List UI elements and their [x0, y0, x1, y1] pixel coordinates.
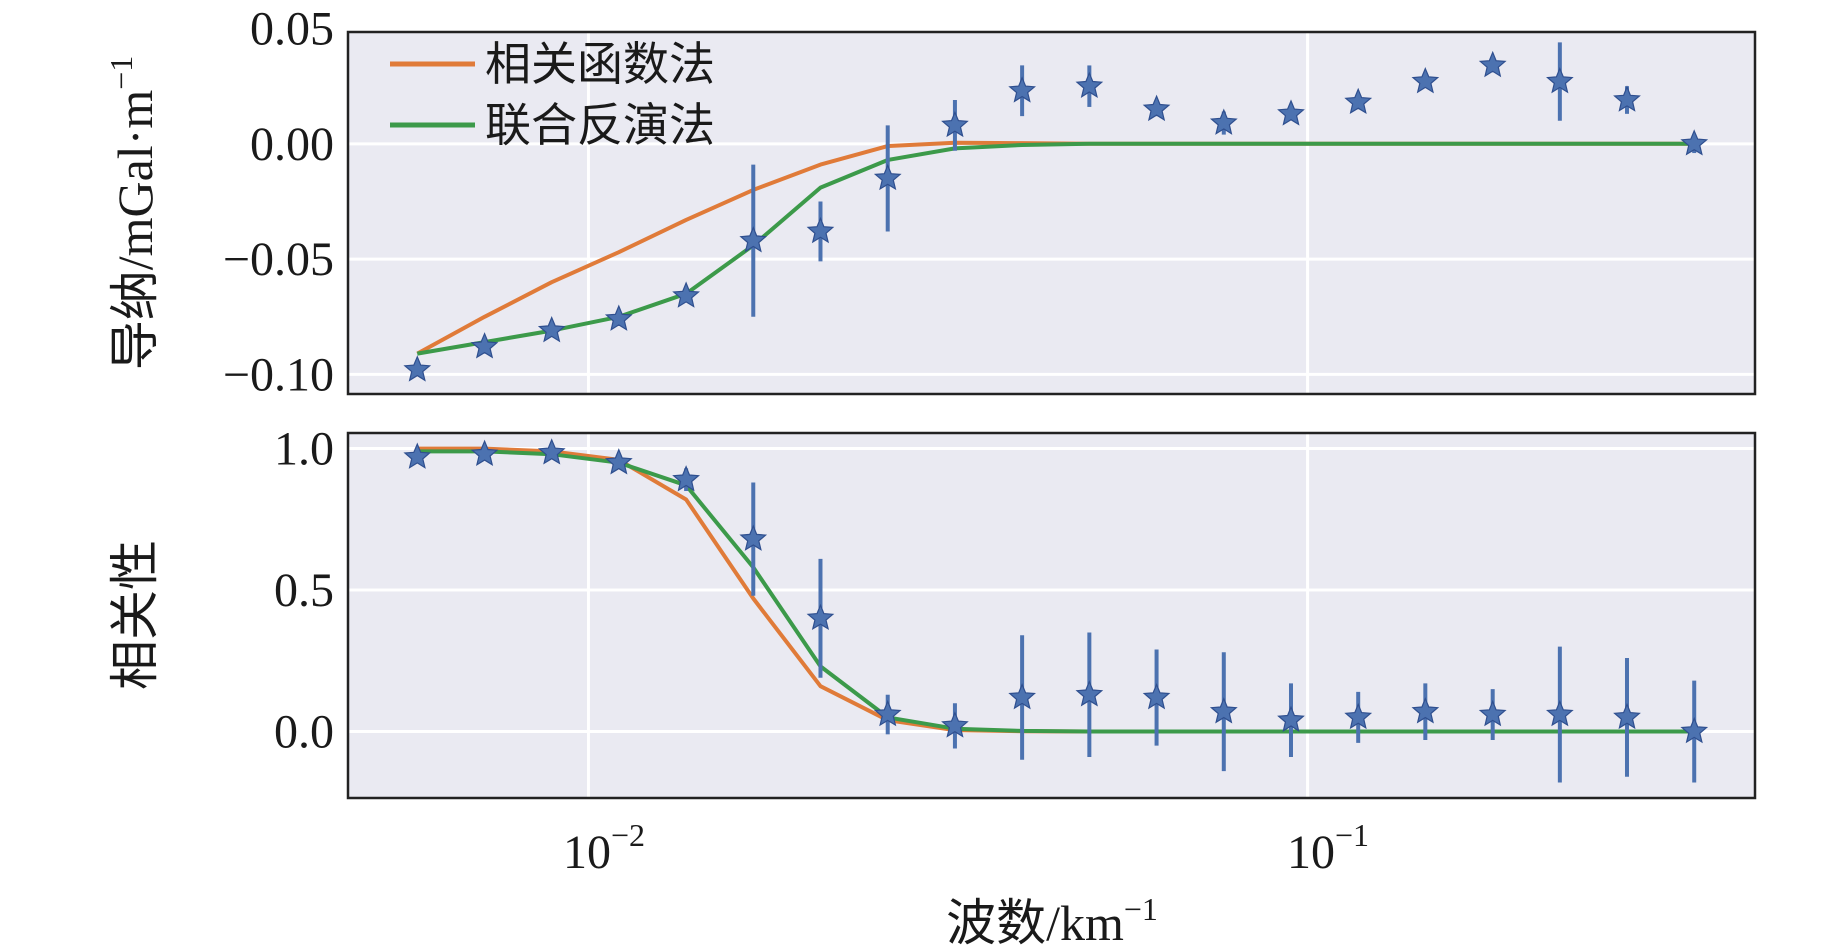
data-point-star	[1411, 697, 1440, 724]
data-point-star	[1613, 85, 1641, 112]
data-point-star	[1008, 683, 1036, 710]
legend: 相关函数法 联合反演法	[390, 39, 715, 151]
series-line-joint-inversion	[416, 141, 1695, 356]
y-tick-label: 0.5	[274, 564, 334, 617]
data-point-star	[1478, 699, 1507, 727]
data-point-star	[873, 163, 902, 191]
x-tick-label-1e-2: 10−2	[563, 817, 645, 879]
x-tick-label-1e-1: 10−1	[1287, 817, 1369, 879]
data-point-star	[403, 442, 432, 469]
data-point-star	[1142, 683, 1171, 710]
data-point-star	[1478, 50, 1507, 78]
legend-label-correlation-method: 相关函数法	[485, 39, 715, 90]
data-point-star	[672, 465, 700, 492]
data-point-star	[1680, 716, 1709, 744]
data-point-star	[537, 438, 566, 465]
data-point-star	[1411, 67, 1440, 94]
data-point-star	[806, 603, 835, 631]
plot-frame	[346, 30, 1757, 396]
y-tick-label: 1.0	[274, 423, 334, 476]
series-line-joint-inversion	[417, 449, 1695, 734]
y-tick-label: −0.10	[223, 348, 334, 401]
plot-background	[348, 433, 1755, 798]
data-point-star	[1613, 702, 1641, 730]
data-point-star	[1142, 94, 1171, 122]
data-point-star	[1209, 697, 1238, 724]
y-tick-label: 0.00	[250, 118, 334, 171]
data-point-star	[604, 448, 633, 475]
data-point-star	[806, 216, 835, 244]
data-point-star	[537, 316, 566, 343]
data-point-star	[1680, 129, 1709, 156]
data-point-star	[1209, 108, 1238, 135]
coherence-panel: 1.0 0.5 0.0	[274, 423, 1757, 800]
data-point-star	[941, 110, 969, 138]
data-point-star	[1344, 87, 1373, 115]
y-tick-label: −0.05	[223, 233, 334, 286]
data-point-star	[403, 355, 432, 382]
data-point-star	[1546, 699, 1574, 727]
plot-background	[348, 32, 1755, 394]
plot-frame	[346, 431, 1757, 800]
data-point-star	[1008, 76, 1036, 103]
data-point-star	[1277, 99, 1305, 126]
y-tick-label: 0.05	[250, 3, 334, 56]
data-point-star	[672, 281, 700, 308]
data-point-star	[739, 524, 768, 551]
data-point-star	[1075, 71, 1104, 98]
data-point-star	[873, 699, 902, 727]
data-point-star	[1277, 705, 1305, 732]
data-point-star	[1546, 67, 1574, 94]
data-point-star	[1344, 702, 1373, 730]
data-point-star	[1075, 680, 1104, 707]
admittance-panel: 0.05 0.00 −0.05 −0.10	[223, 3, 1757, 401]
y-tick-label: 0.0	[274, 706, 334, 759]
data-point-star	[739, 226, 768, 253]
data-point-star	[470, 439, 499, 466]
y-axis-label-admittance: 导纳/mGal·m−1	[103, 56, 163, 371]
x-axis-label: 波数/km−1	[946, 891, 1158, 950]
data-point-star	[470, 332, 499, 359]
data-point-star	[941, 711, 969, 738]
legend-label-joint-inversion: 联合反演法	[485, 100, 715, 151]
data-point-star	[604, 304, 633, 331]
y-axis-label-coherence: 相关性	[107, 540, 163, 690]
